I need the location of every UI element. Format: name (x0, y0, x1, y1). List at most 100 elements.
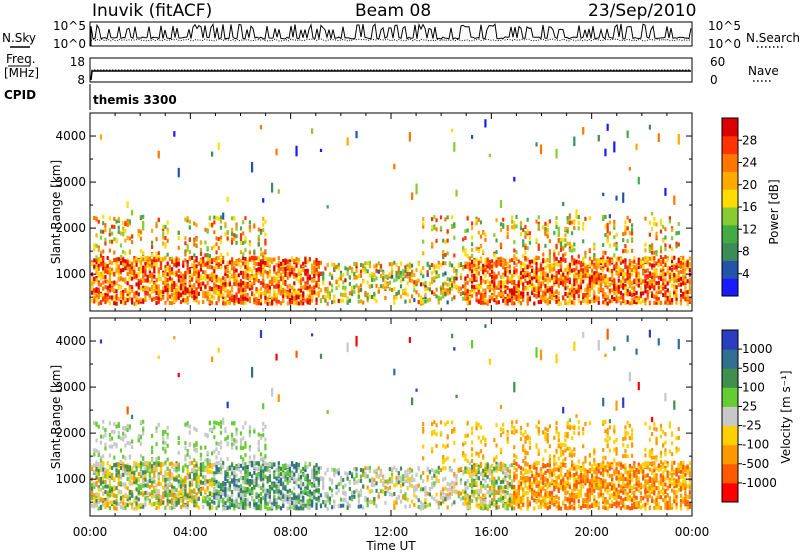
power-cell (522, 274, 525, 279)
velocity-cell (179, 489, 183, 494)
power-cell (479, 244, 483, 249)
power-cell (504, 280, 507, 285)
power-cell (251, 292, 254, 297)
power-cell (133, 256, 136, 261)
power-cell (566, 274, 569, 279)
power-cell (346, 267, 349, 272)
power-cell (117, 216, 120, 221)
power-cell (151, 276, 154, 281)
power-cell (611, 268, 614, 273)
power-cell (473, 259, 476, 264)
velocity-cell (144, 470, 147, 475)
velocity-cell (159, 499, 163, 504)
power-cell (484, 232, 487, 237)
velocity-cell (171, 475, 174, 480)
power-cell (144, 272, 147, 277)
power-cell (337, 283, 340, 288)
power-cell (448, 262, 451, 267)
velocity-cell (153, 471, 156, 476)
power-cell (142, 299, 145, 304)
velocity-cell (131, 467, 134, 472)
power-cell (299, 264, 303, 269)
power-cell (499, 243, 503, 248)
power-cell (368, 273, 371, 278)
power-cell (215, 236, 218, 241)
power-cell (595, 261, 598, 266)
power-cell (242, 220, 245, 225)
velocity-cell (113, 421, 116, 426)
velocity-cell (191, 493, 194, 498)
power-cell (539, 271, 543, 276)
power-cell (566, 267, 569, 272)
power-cell (571, 286, 574, 291)
power-cell (182, 263, 185, 268)
power-cell (168, 287, 171, 292)
velocity-cell (206, 479, 209, 484)
power-cell (493, 276, 496, 281)
power-cell (626, 249, 629, 254)
velocity-cell (104, 442, 107, 447)
power-cell (491, 296, 494, 301)
power-cell (264, 261, 267, 266)
velocity-cell (204, 496, 207, 501)
power-cell (542, 290, 545, 295)
power-cell (499, 262, 503, 267)
power-cell (151, 240, 154, 245)
power-cell (315, 297, 318, 302)
power-cell (431, 280, 434, 285)
power-cell (264, 283, 267, 288)
power-cell (291, 296, 294, 301)
power-cell (613, 291, 616, 296)
velocity-cell (133, 496, 136, 501)
power-cell (186, 299, 189, 304)
power-cell (346, 271, 349, 276)
power-cell (242, 281, 245, 286)
power-cell (626, 276, 629, 281)
power-cell (164, 288, 167, 293)
power-cell (164, 273, 167, 278)
velocity-cell (202, 468, 205, 473)
power-cell (573, 274, 576, 279)
power-cell (602, 290, 605, 295)
power-cell (553, 297, 556, 302)
power-cell (182, 290, 185, 295)
power-cell (555, 280, 558, 285)
velocity-cell (166, 482, 169, 487)
power-cell (595, 266, 598, 271)
power-cell (264, 288, 267, 293)
power-cell (477, 285, 480, 290)
velocity-cell (159, 482, 163, 487)
power-cell (317, 261, 320, 266)
power-cell (515, 256, 518, 261)
power-cell (308, 295, 311, 300)
power-cell (604, 214, 607, 219)
power-cell (131, 276, 134, 281)
velocity-cell (102, 419, 105, 424)
power-cell (262, 278, 265, 283)
velocity-cell (126, 423, 129, 428)
power-cell (504, 289, 507, 294)
power-cell (588, 216, 591, 221)
power-cell (437, 265, 440, 270)
power-cell (557, 260, 560, 265)
power-cell (568, 280, 571, 285)
velocity-cell (122, 505, 125, 510)
power-cell (662, 257, 665, 262)
velocity-cell (126, 496, 129, 501)
power-cell (653, 272, 656, 277)
power-cell (257, 227, 260, 232)
power-cell (184, 236, 187, 241)
power-cell (664, 187, 667, 196)
power-cell (628, 263, 631, 268)
power-cell (644, 216, 647, 221)
power-cell (288, 272, 291, 277)
power-cell (335, 265, 338, 270)
power-cell (684, 267, 687, 272)
power-cell (355, 262, 358, 267)
power-cell (524, 243, 527, 248)
power-cell (522, 262, 525, 267)
power-cell (531, 276, 534, 281)
power-cell (659, 249, 663, 254)
power-cell (175, 258, 178, 263)
power-cell (259, 125, 263, 130)
